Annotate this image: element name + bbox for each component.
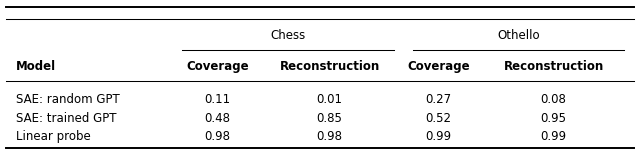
Text: Chess: Chess [270,29,306,42]
Text: 0.48: 0.48 [205,112,230,125]
Text: 0.99: 0.99 [426,130,451,143]
Text: 0.01: 0.01 [317,93,342,106]
Text: 0.08: 0.08 [541,93,566,106]
Text: Reconstruction: Reconstruction [504,60,604,73]
Text: Reconstruction: Reconstruction [280,60,380,73]
Text: 0.85: 0.85 [317,112,342,125]
Text: 0.98: 0.98 [205,130,230,143]
Text: 0.27: 0.27 [426,93,451,106]
Text: Model: Model [16,60,56,73]
Text: Othello: Othello [497,29,540,42]
Text: SAE: random GPT: SAE: random GPT [16,93,120,106]
Text: Coverage: Coverage [407,60,470,73]
Text: SAE: trained GPT: SAE: trained GPT [16,112,116,125]
Text: 0.11: 0.11 [205,93,230,106]
Text: 0.99: 0.99 [541,130,566,143]
Text: Linear probe: Linear probe [16,130,91,143]
Text: Coverage: Coverage [186,60,249,73]
Text: 0.52: 0.52 [426,112,451,125]
Text: 0.98: 0.98 [317,130,342,143]
Text: 0.95: 0.95 [541,112,566,125]
